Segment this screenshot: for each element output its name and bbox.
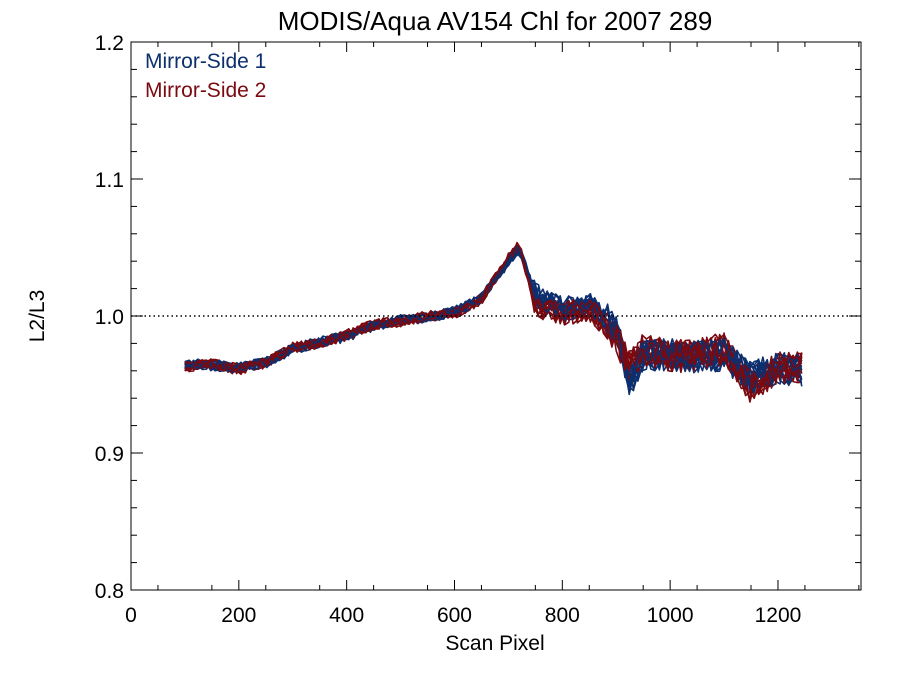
series-line-mirror-side-2 bbox=[184, 248, 802, 395]
series-line-mirror-side-2 bbox=[184, 247, 802, 400]
series-layer bbox=[184, 241, 803, 403]
series-line-mirror-side-1 bbox=[184, 249, 803, 391]
series-line-mirror-side-1 bbox=[184, 252, 802, 394]
legend-item-mirror-side-1: Mirror-Side 1 bbox=[145, 50, 266, 73]
series-line-mirror-side-1 bbox=[184, 245, 803, 392]
series-line-mirror-side-2 bbox=[184, 245, 803, 403]
y-tick-label: 0.9 bbox=[95, 443, 124, 466]
chart-title: MODIS/Aqua AV154 Chl for 2007 289 bbox=[278, 6, 713, 36]
x-axis-label: Scan Pixel bbox=[445, 632, 544, 655]
legend: Mirror-Side 1 Mirror-Side 2 bbox=[145, 50, 266, 102]
series-line-mirror-side-1 bbox=[184, 246, 803, 393]
y-axis-label: L2/L3 bbox=[26, 290, 49, 343]
y-tick-label: 1.0 bbox=[95, 306, 124, 329]
series-line-mirror-side-2 bbox=[184, 246, 803, 395]
x-tick-label: 800 bbox=[545, 604, 580, 627]
y-tick-label: 1.1 bbox=[95, 169, 124, 192]
ticks-layer: 0 200 400 600 800 1000 1200 0.8 0.9 1.0 1.1 1.2 bbox=[95, 32, 861, 627]
series-line-mirror-side-2 bbox=[184, 242, 802, 390]
series-line-mirror-side-2 bbox=[184, 248, 803, 402]
series-line-mirror-side-2 bbox=[184, 243, 803, 396]
x-tick-label: 1000 bbox=[647, 604, 694, 627]
series-line-mirror-side-1 bbox=[184, 245, 802, 394]
x-tick-label: 0 bbox=[125, 604, 137, 627]
series-line-mirror-side-2 bbox=[184, 242, 803, 392]
legend-item-mirror-side-2: Mirror-Side 2 bbox=[145, 79, 266, 102]
x-tick-label: 1200 bbox=[755, 604, 802, 627]
y-tick-label: 0.8 bbox=[95, 580, 124, 603]
x-tick-label: 200 bbox=[221, 604, 256, 627]
series-line-mirror-side-2 bbox=[184, 248, 803, 393]
x-tick-label: 400 bbox=[329, 604, 364, 627]
series-line-mirror-side-2 bbox=[184, 246, 802, 396]
y-tick-label: 1.2 bbox=[95, 32, 124, 55]
x-tick-label: 600 bbox=[437, 604, 472, 627]
series-line-mirror-side-1 bbox=[184, 245, 803, 396]
series-line-mirror-side-2 bbox=[184, 241, 803, 398]
series-line-mirror-side-2 bbox=[184, 249, 803, 400]
